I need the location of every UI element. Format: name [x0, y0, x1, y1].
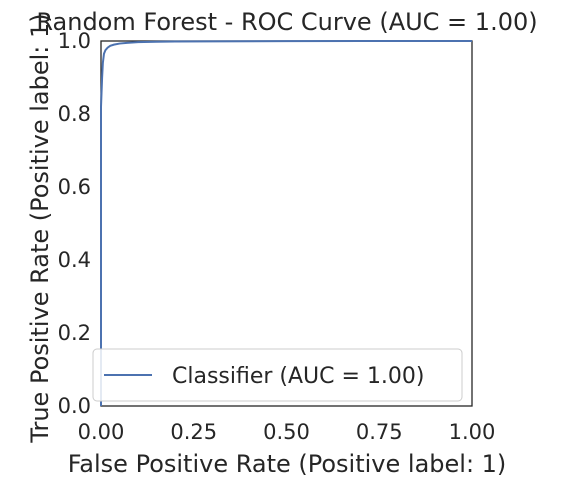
y-axis-ticks: 0.0 0.2 0.4 0.6 0.8 1.0: [58, 29, 91, 418]
y-tick-label: 0.8: [58, 102, 91, 126]
y-axis-label: True Positive Rate (Positive label: 1): [26, 13, 54, 443]
y-tick-label: 0.6: [58, 175, 91, 199]
x-tick-label: 0.00: [78, 420, 125, 444]
y-tick-label: 0.2: [58, 321, 91, 345]
chart-title: Random Forest - ROC Curve (AUC = 1.00): [36, 8, 537, 36]
y-tick-label: 0.4: [58, 248, 91, 272]
roc-curve-line: [100, 40, 472, 406]
y-tick-label: 1.0: [58, 29, 91, 53]
legend: Classifier (AUC = 1.00): [92, 348, 463, 402]
x-tick-label: 0.50: [263, 420, 310, 444]
x-axis-ticks: 0.00 0.25 0.50 0.75 1.00: [78, 420, 496, 444]
x-tick-label: 0.25: [170, 420, 217, 444]
x-axis-label: False Positive Rate (Positive label: 1): [68, 450, 507, 478]
legend-box: [92, 348, 463, 402]
x-tick-label: 0.75: [356, 420, 403, 444]
legend-entry-label: Classifier (AUC = 1.00): [172, 364, 425, 389]
x-tick-label: 1.00: [449, 420, 496, 444]
y-tick-label: 0.0: [58, 394, 91, 418]
